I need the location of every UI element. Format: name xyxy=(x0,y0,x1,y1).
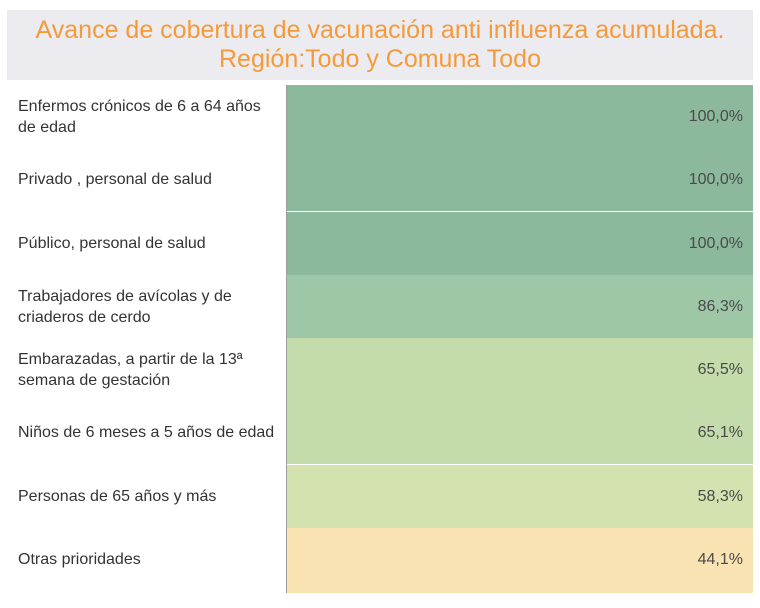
coverage-table: Enfermos crónicos de 6 a 64 años de edad… xyxy=(7,85,753,593)
row-label: Privado , personal de salud xyxy=(18,171,212,188)
row-label: Embarazadas, a partir de la 13ª semana d… xyxy=(18,350,243,389)
row-label: Enfermos crónicos de 6 a 64 años de edad xyxy=(18,97,261,136)
row-value: 100,0% xyxy=(688,170,743,188)
value-cell xyxy=(287,528,753,593)
chart-title-line2: Región:Todo y Comuna Todo xyxy=(219,45,541,73)
table-row: Público, personal de salud 100,0% xyxy=(7,212,753,275)
value-cell xyxy=(287,148,753,211)
table-row: Trabajadores de avícolas y de criaderos … xyxy=(7,275,753,338)
table-row: Enfermos crónicos de 6 a 64 años de edad… xyxy=(7,85,753,148)
row-value: 58,3% xyxy=(697,487,743,505)
value-cell xyxy=(287,401,753,464)
row-label: Público, personal de salud xyxy=(18,235,206,252)
table-row: Niños de 6 meses a 5 años de edad 65,1% xyxy=(7,401,753,464)
row-value: 65,5% xyxy=(697,360,743,378)
row-label: Personas de 65 años y más xyxy=(18,488,217,505)
chart-title-line1: Avance de cobertura de vacunación anti i… xyxy=(35,16,725,44)
value-cell xyxy=(287,465,753,528)
row-value: 100,0% xyxy=(688,234,743,252)
row-label: Otras prioridades xyxy=(18,551,141,568)
column-divider xyxy=(286,85,287,593)
table-row: Otras prioridades 44,1% xyxy=(7,528,753,593)
table-row: Embarazadas, a partir de la 13ª semana d… xyxy=(7,338,753,401)
table-row: Personas de 65 años y más 58,3% xyxy=(7,465,753,528)
value-cell xyxy=(287,85,753,148)
value-cell xyxy=(287,212,753,275)
value-cell xyxy=(287,338,753,401)
table-row: Privado , personal de salud 100,0% xyxy=(7,148,753,211)
row-label: Trabajadores de avícolas y de criaderos … xyxy=(18,287,232,326)
row-value: 65,1% xyxy=(697,423,743,441)
chart-title: Avance de cobertura de vacunación anti i… xyxy=(7,10,753,80)
row-label: Niños de 6 meses a 5 años de edad xyxy=(18,424,275,441)
row-value: 100,0% xyxy=(688,107,743,125)
value-cell xyxy=(287,275,753,338)
row-value: 44,1% xyxy=(697,550,743,568)
row-value: 86,3% xyxy=(697,297,743,315)
